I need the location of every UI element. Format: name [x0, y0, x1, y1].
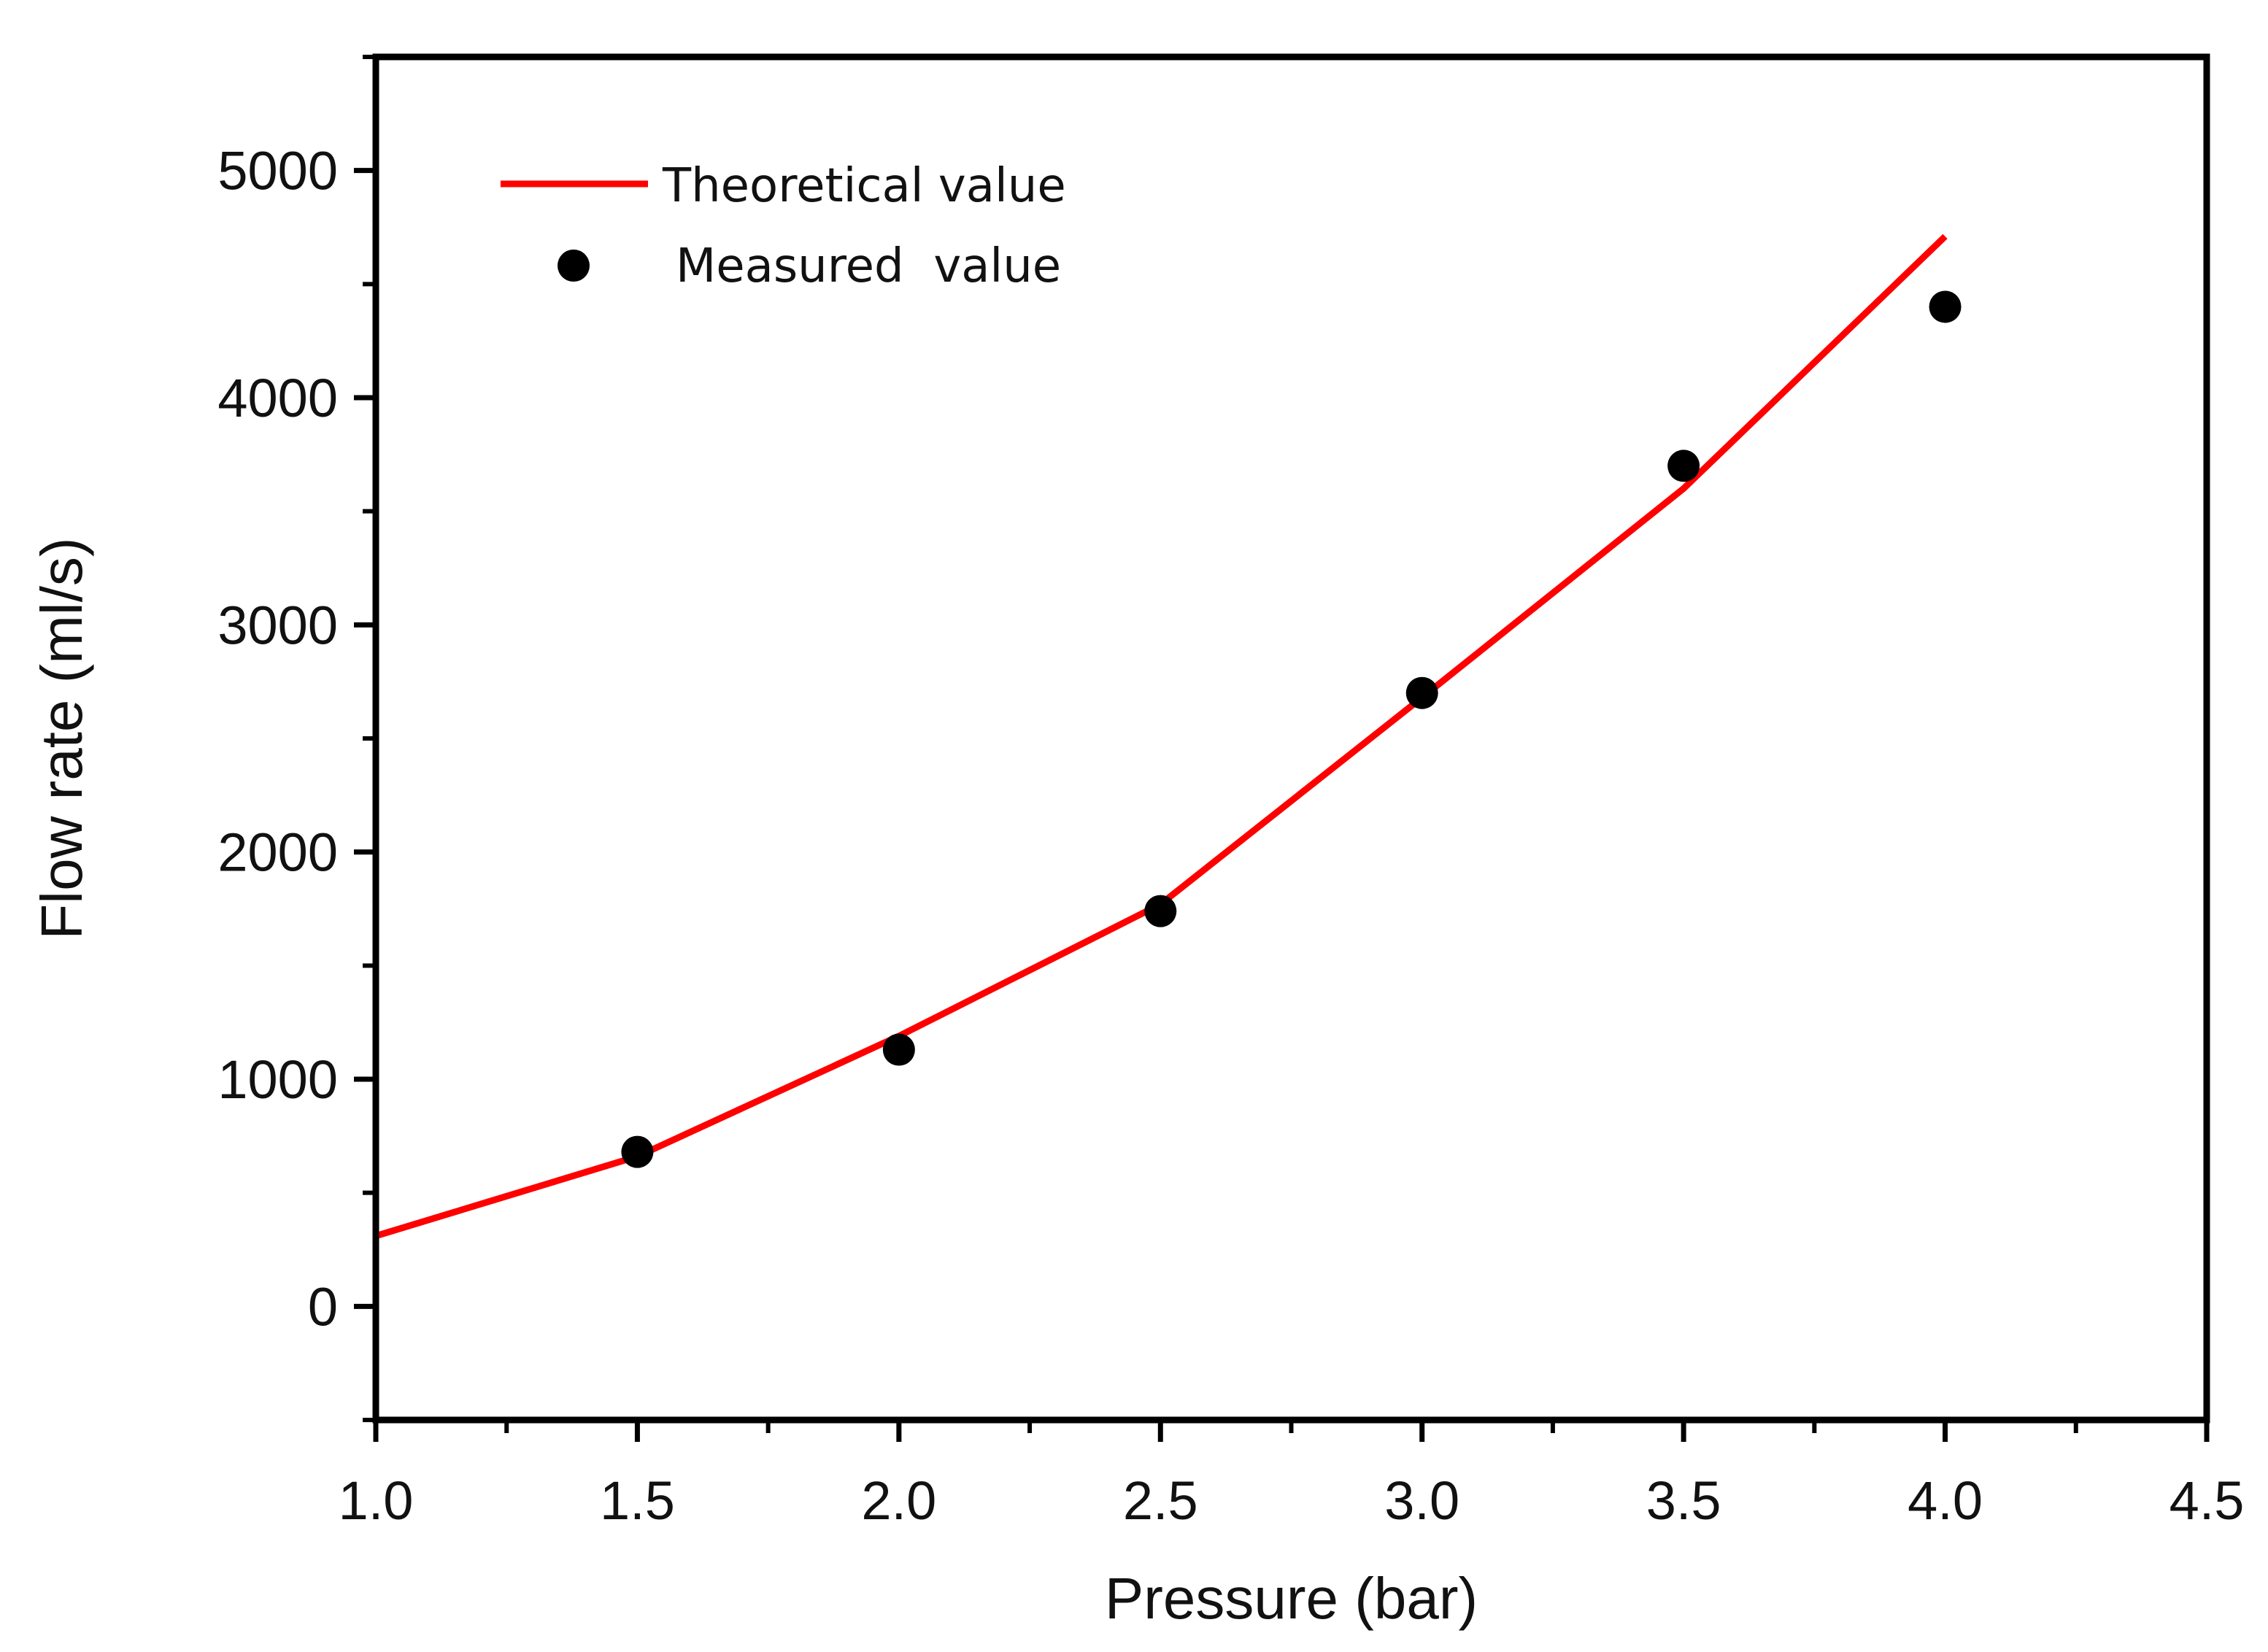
y-tick-label: 4000 — [217, 368, 338, 428]
measured-value-point — [1144, 895, 1177, 927]
y-axis-title: Flow rate (ml/s) — [29, 537, 94, 939]
y-tick-label: 0 — [308, 1276, 338, 1337]
y-tick-label: 1000 — [217, 1049, 338, 1110]
measured-value-point — [882, 1033, 915, 1066]
legend: Theoretical value Measured value — [501, 159, 1066, 293]
x-tick-label: 2.0 — [861, 1470, 936, 1531]
x-tick-label: 2.5 — [1123, 1470, 1198, 1531]
measured-value-point — [1405, 676, 1438, 709]
series-layer — [374, 233, 1962, 1240]
x-tick-label: 1.5 — [600, 1470, 675, 1531]
legend-label-measured: Measured value — [676, 239, 1061, 293]
x-tick-label: 3.5 — [1646, 1470, 1721, 1531]
x-tick-label: 4.5 — [2169, 1470, 2245, 1531]
legend-marker-swatch — [558, 250, 590, 282]
y-tick-label: 5000 — [217, 141, 338, 201]
measured-value-point — [1929, 290, 1962, 323]
y-tick-label: 3000 — [217, 595, 338, 655]
x-tick-label: 3.0 — [1384, 1470, 1459, 1531]
y-tick-label: 2000 — [217, 822, 338, 883]
measured-value-point — [621, 1135, 654, 1168]
x-axis-title: Pressure (bar) — [1105, 1566, 1478, 1631]
x-tick-label: 1.0 — [339, 1470, 414, 1531]
plot-frame — [372, 53, 2210, 1424]
legend-label-theoretical: Theoretical value — [662, 159, 1066, 213]
measured-value-point — [1667, 449, 1700, 482]
axis-ticks: 1.0 1.5 2.0 2.5 3.0 3.5 4.0 4.5 0 1000 2000 3000 400… — [217, 55, 2245, 1531]
x-tick-label: 4.0 — [1908, 1470, 1983, 1531]
